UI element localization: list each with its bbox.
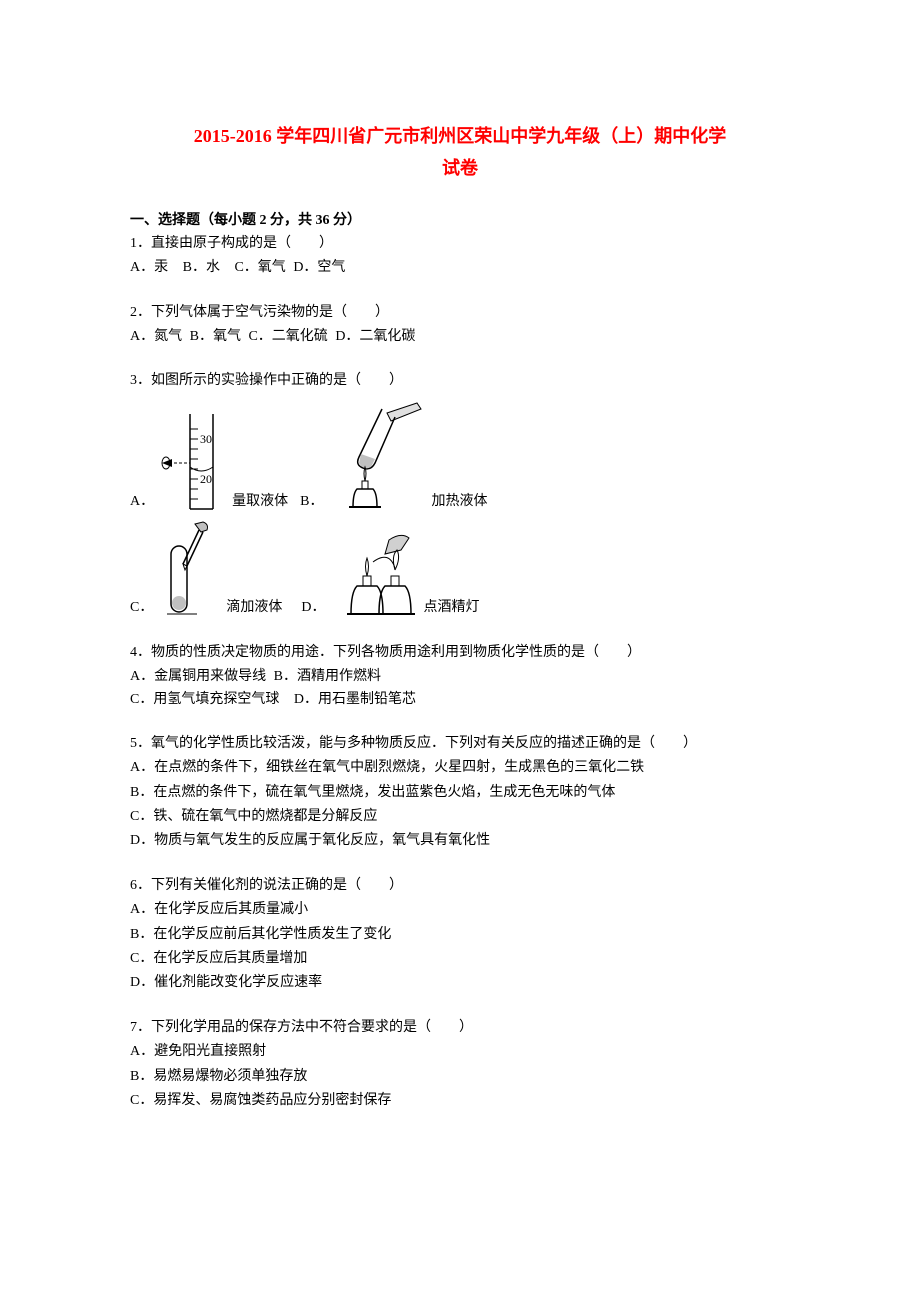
q1-optB: B．水 — [183, 257, 220, 279]
q6-optB: B．在化学反应前后其化学性质发生了变化 — [130, 924, 790, 946]
q3-optD-desc: 点酒精灯 — [423, 597, 479, 619]
q3-figure-B — [327, 399, 427, 514]
q1-options: A．汞 B．水 C．氧气 D．空气 — [130, 257, 790, 279]
question-4: 4．物质的性质决定物质的用途．下列各物质用途利用到物质化学性质的是（ ） A．金… — [130, 642, 790, 711]
q6-text: 6．下列有关催化剂的说法正确的是（ ） — [130, 875, 790, 897]
exam-title: 2015-2016 学年四川省广元市利州区荣山中学九年级（上）期中化学 试卷 — [130, 120, 790, 185]
question-5: 5．氧气的化学性质比较活泼，能与多种物质反应．下列对有关反应的描述正确的是（ ）… — [130, 733, 790, 853]
q4-text: 4．物质的性质决定物质的用途．下列各物质用途利用到物质化学性质的是（ ） — [130, 642, 790, 664]
measuring-cylinder-icon: 30 20 — [158, 409, 228, 514]
q5-text: 5．氧气的化学性质比较活泼，能与多种物质反应．下列对有关反应的描述正确的是（ ） — [130, 733, 790, 755]
q7-optA: A．避免阳光直接照射 — [130, 1041, 790, 1063]
q3-figure-D — [329, 520, 419, 620]
alcohol-lamp-icon — [329, 520, 419, 620]
question-7: 7．下列化学用品的保存方法中不符合要求的是（ ） A．避免阳光直接照射 B．易燃… — [130, 1017, 790, 1113]
q2-text: 2．下列气体属于空气污染物的是（ ） — [130, 302, 790, 324]
q5-optD: D．物质与氧气发生的反应属于氧化反应，氧气具有氧化性 — [130, 830, 790, 852]
q3-optC-label: C． — [130, 597, 153, 619]
q2-optB: B．氧气 — [190, 326, 241, 348]
title-line1: 2015-2016 学年四川省广元市利州区荣山中学九年级（上）期中化学 — [130, 120, 790, 152]
question-6: 6．下列有关催化剂的说法正确的是（ ） A．在化学反应后其质量减小 B．在化学反… — [130, 875, 790, 995]
dropper-tube-icon — [157, 520, 222, 620]
q7-optC: C．易挥发、易腐蚀类药品应分别密封保存 — [130, 1090, 790, 1112]
question-2: 2．下列气体属于空气污染物的是（ ） A．氮气 B．氧气 C．二氧化硫 D．二氧… — [130, 302, 790, 349]
q3-optD-label: D． — [301, 597, 325, 619]
q3-optB-desc: 加热液体 — [431, 491, 487, 513]
q4-optA: A．金属铜用来做导线 — [130, 666, 266, 688]
q3-row1: A． 30 20 — [130, 399, 790, 514]
q3-row2: C． 滴加液体 D． — [130, 520, 790, 620]
svg-text:20: 20 — [200, 472, 212, 486]
q3-optA-desc: 量取液体 — [232, 491, 288, 513]
q7-text: 7．下列化学用品的保存方法中不符合要求的是（ ） — [130, 1017, 790, 1039]
q3-optB-group: B． 加热液体 — [300, 399, 487, 514]
q4-line1: A．金属铜用来做导线 B．酒精用作燃料 — [130, 666, 790, 688]
q2-optD: D．二氧化碳 — [335, 326, 415, 348]
question-1: 1．直接由原子构成的是（ ） A．汞 B．水 C．氧气 D．空气 — [130, 233, 790, 280]
section-1-header: 一、选择题（每小题 2 分，共 36 分） — [130, 209, 790, 229]
q3-optA-label: A． — [130, 491, 154, 513]
q1-optA: A．汞 — [130, 257, 168, 279]
q2-optA: A．氮气 — [130, 326, 182, 348]
q3-figure-A: 30 20 — [158, 409, 228, 514]
q4-optD: D．用石墨制铅笔芯 — [294, 689, 416, 711]
q3-optB-label: B． — [300, 491, 323, 513]
q1-text: 1．直接由原子构成的是（ ） — [130, 233, 790, 255]
q2-optC: C．二氧化硫 — [248, 326, 327, 348]
q3-optC-group: C． 滴加液体 — [130, 520, 282, 620]
q1-optC: C．氧气 — [234, 257, 285, 279]
q6-optA: A．在化学反应后其质量减小 — [130, 899, 790, 921]
q7-optB: B．易燃易爆物必须单独存放 — [130, 1066, 790, 1088]
q6-optD: D．催化剂能改变化学反应速率 — [130, 972, 790, 994]
q5-optB: B．在点燃的条件下，硫在氧气里燃烧，发出蓝紫色火焰，生成无色无味的气体 — [130, 782, 790, 804]
q4-optB: B．酒精用作燃料 — [274, 666, 381, 688]
svg-text:30: 30 — [200, 432, 212, 446]
q4-optC: C．用氢气填充探空气球 — [130, 689, 279, 711]
q3-optA-group: A． 30 20 — [130, 409, 288, 514]
q4-line2: C．用氢气填充探空气球 D．用石墨制铅笔芯 — [130, 689, 790, 711]
q3-figure-C — [157, 520, 222, 620]
test-tube-heating-icon — [327, 399, 427, 514]
q3-text: 3．如图所示的实验操作中正确的是（ ） — [130, 370, 790, 392]
title-line2: 试卷 — [130, 152, 790, 184]
q3-optD-group: D． 点酒精灯 — [301, 520, 479, 620]
q1-optD: D．空气 — [293, 257, 345, 279]
q5-optA: A．在点燃的条件下，细铁丝在氧气中剧烈燃烧，火星四射，生成黑色的三氧化二铁 — [130, 757, 790, 779]
question-3: 3．如图所示的实验操作中正确的是（ ） A． 3 — [130, 370, 790, 619]
q6-optC: C．在化学反应后其质量增加 — [130, 948, 790, 970]
q3-optC-desc: 滴加液体 — [226, 597, 282, 619]
q2-options: A．氮气 B．氧气 C．二氧化硫 D．二氧化碳 — [130, 326, 790, 348]
q5-optC: C．铁、硫在氧气中的燃烧都是分解反应 — [130, 806, 790, 828]
